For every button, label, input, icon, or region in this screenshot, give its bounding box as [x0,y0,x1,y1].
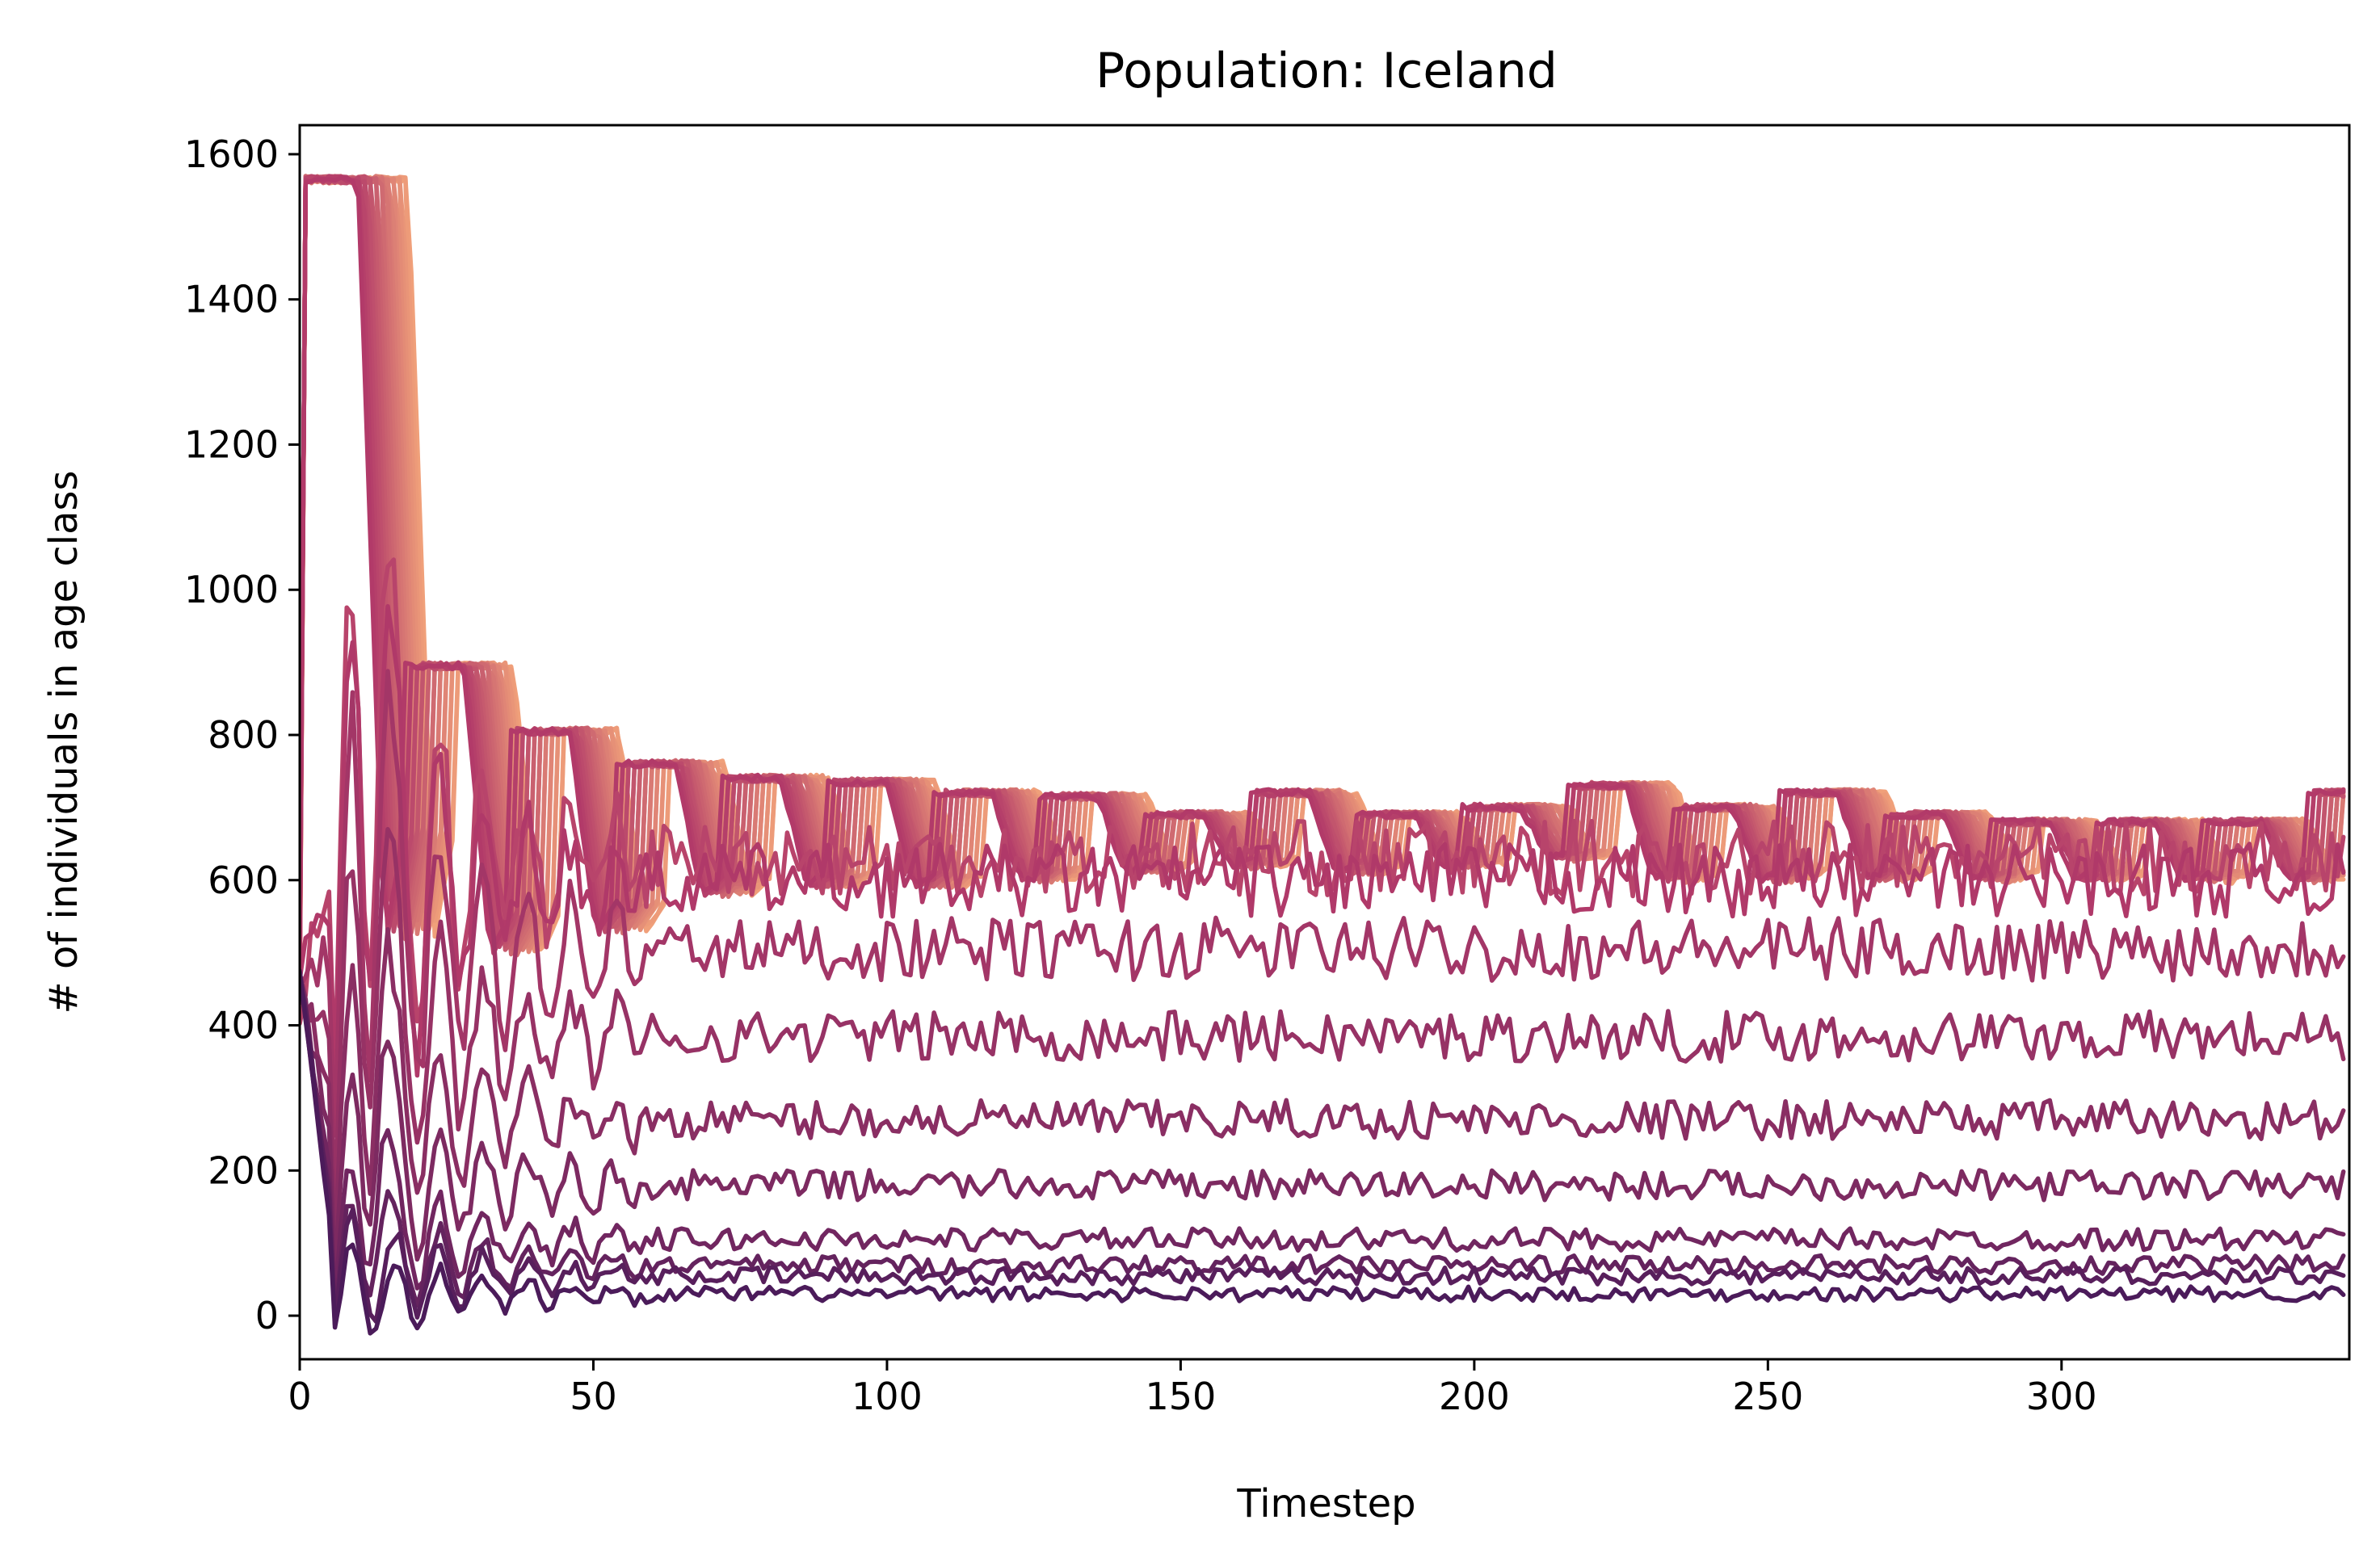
series-line-6 [300,826,2346,1203]
y-tick-label: 800 [208,713,279,757]
series-line-9 [300,557,2346,1084]
series-line-7 [300,669,2346,1138]
series-line-8 [300,604,2346,1078]
y-tick-label: 1600 [184,132,279,176]
y-tick-label: 0 [255,1294,279,1337]
x-tick-label: 200 [1439,1375,1510,1418]
x-tick-label: 250 [1732,1375,1803,1418]
series-line-2 [300,968,2346,1319]
series-line-0 [300,970,2346,1336]
plot-frame [298,124,2351,1361]
x-axis: 0 50 100 150 200 250 300 [288,1359,2097,1418]
y-tick-label: 1000 [184,568,279,611]
series-line-4 [300,971,2346,1274]
y-tick-label: 400 [208,1004,279,1047]
y-tick-label: 600 [208,859,279,902]
y-axis: 0 200 400 600 800 1000 1200 1400 1600 [184,132,300,1337]
y-axis-label: # of individuals in age class [41,470,86,1014]
x-tick-label: 300 [2026,1375,2097,1418]
series-line-5 [300,926,2346,1257]
series-layer [300,174,2346,1336]
y-tick-label: 200 [208,1148,279,1192]
y-tick-label: 1400 [184,278,279,321]
chart-title: Population: Iceland [1095,43,1558,99]
series-line-10 [300,175,2346,962]
series-line-1 [300,975,2346,1328]
series-line-3 [300,976,2346,1304]
x-tick-label: 100 [852,1375,923,1418]
y-tick-label: 1200 [184,422,279,466]
x-tick-label: 0 [288,1375,311,1418]
x-tick-label: 150 [1145,1375,1216,1418]
x-tick-label: 50 [570,1375,617,1418]
x-axis-label: Timestep [1236,1481,1415,1526]
